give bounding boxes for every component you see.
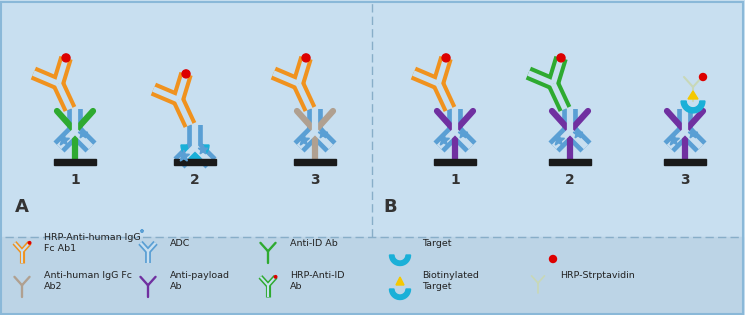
- Text: HRP-Strptavidin: HRP-Strptavidin: [560, 271, 635, 279]
- Polygon shape: [396, 277, 404, 285]
- Polygon shape: [390, 255, 410, 266]
- Polygon shape: [390, 289, 410, 300]
- Text: 2: 2: [190, 173, 200, 187]
- Polygon shape: [181, 145, 209, 159]
- Circle shape: [28, 242, 31, 244]
- Circle shape: [442, 54, 450, 62]
- Text: Anti-payload
Ab: Anti-payload Ab: [170, 271, 230, 291]
- Polygon shape: [178, 150, 189, 161]
- Circle shape: [557, 54, 565, 62]
- Circle shape: [62, 54, 70, 62]
- Text: 1: 1: [450, 173, 460, 187]
- Polygon shape: [553, 134, 565, 145]
- Bar: [54, 159, 96, 165]
- Bar: [174, 159, 216, 165]
- Polygon shape: [318, 129, 328, 138]
- Polygon shape: [198, 145, 208, 154]
- Circle shape: [274, 276, 277, 278]
- Text: 1: 1: [70, 173, 80, 187]
- Text: Anti-ID Ab: Anti-ID Ab: [290, 238, 337, 248]
- Polygon shape: [78, 129, 88, 138]
- Text: B: B: [383, 198, 396, 216]
- Bar: [664, 159, 706, 165]
- Polygon shape: [438, 134, 449, 145]
- Polygon shape: [688, 129, 698, 138]
- Text: 3: 3: [680, 173, 690, 187]
- Polygon shape: [688, 91, 698, 99]
- Polygon shape: [298, 134, 309, 145]
- Text: HRP-Anti-human IgG
Fc Ab1: HRP-Anti-human IgG Fc Ab1: [44, 233, 141, 253]
- Text: A: A: [15, 198, 29, 216]
- Text: 3: 3: [310, 173, 320, 187]
- Text: ADC: ADC: [170, 238, 191, 248]
- Text: Target: Target: [422, 238, 451, 248]
- Text: 2: 2: [565, 173, 575, 187]
- Circle shape: [700, 73, 706, 81]
- Polygon shape: [573, 129, 583, 138]
- Polygon shape: [58, 134, 69, 145]
- Polygon shape: [681, 101, 705, 113]
- Circle shape: [550, 255, 557, 262]
- Polygon shape: [458, 129, 468, 138]
- Text: HRP-Anti-ID
Ab: HRP-Anti-ID Ab: [290, 271, 344, 291]
- Bar: [294, 159, 336, 165]
- Circle shape: [182, 70, 190, 78]
- Polygon shape: [668, 134, 679, 145]
- Circle shape: [302, 54, 310, 62]
- Text: Biotinylated
Target: Biotinylated Target: [422, 271, 479, 291]
- Bar: [2, 237, 743, 313]
- Bar: [549, 159, 591, 165]
- Bar: [434, 159, 476, 165]
- Text: Anti-human IgG Fc
Ab2: Anti-human IgG Fc Ab2: [44, 271, 132, 291]
- Polygon shape: [140, 229, 144, 232]
